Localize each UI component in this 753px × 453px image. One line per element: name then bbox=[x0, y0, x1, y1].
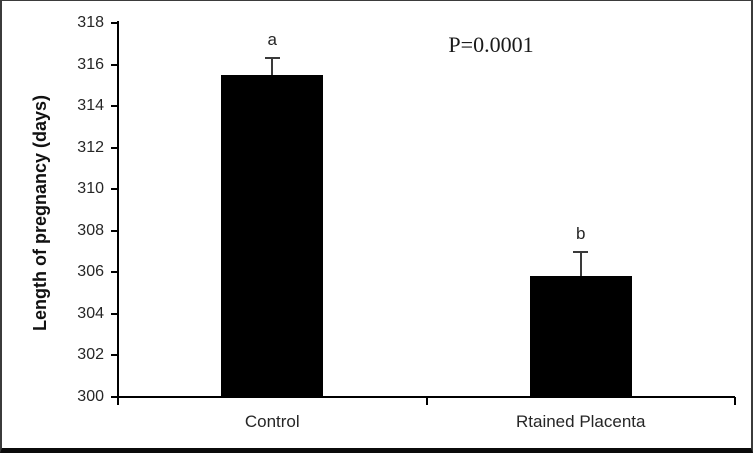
y-tick-label: 316 bbox=[77, 55, 104, 73]
y-tick-label: 314 bbox=[77, 97, 104, 115]
error-bar-cap bbox=[264, 57, 280, 60]
error-bar-line bbox=[579, 251, 582, 277]
significance-letter: a bbox=[267, 30, 277, 50]
y-axis-tick bbox=[111, 229, 118, 232]
y-tick-label: 304 bbox=[77, 304, 104, 322]
y-axis-tick bbox=[111, 105, 118, 108]
bar-control bbox=[221, 74, 324, 398]
error-bar-cap bbox=[573, 250, 589, 253]
y-tick-label: 312 bbox=[77, 138, 104, 156]
y-axis-tick bbox=[111, 396, 118, 398]
y-tick-label: 318 bbox=[77, 14, 104, 31]
significance-letter: b bbox=[576, 223, 586, 243]
category-label: Rtained Placenta bbox=[516, 412, 646, 431]
bar-rtained-placenta bbox=[529, 276, 632, 398]
x-axis-tick bbox=[425, 397, 428, 405]
y-axis-tick bbox=[111, 312, 118, 315]
y-tick-label: 302 bbox=[77, 346, 104, 364]
y-axis-tick bbox=[111, 271, 118, 274]
y-tick-label: 300 bbox=[77, 388, 104, 405]
y-axis-line bbox=[117, 21, 119, 405]
y-axis-tick bbox=[111, 188, 118, 191]
category-label: Control bbox=[244, 412, 300, 431]
error-bar-line bbox=[271, 58, 274, 75]
x-axis-tick bbox=[117, 397, 119, 405]
y-axis-tick bbox=[111, 146, 118, 149]
y-axis-tick bbox=[111, 354, 118, 357]
y-tick-label: 310 bbox=[77, 180, 104, 198]
y-axis-tick bbox=[111, 63, 118, 66]
y-axis-tick bbox=[111, 22, 118, 24]
x-axis-tick bbox=[734, 397, 736, 405]
y-tick-label: 308 bbox=[77, 221, 104, 239]
y-tick-label: 306 bbox=[77, 263, 104, 281]
p-value-annotation: P=0.0001 bbox=[448, 32, 534, 57]
